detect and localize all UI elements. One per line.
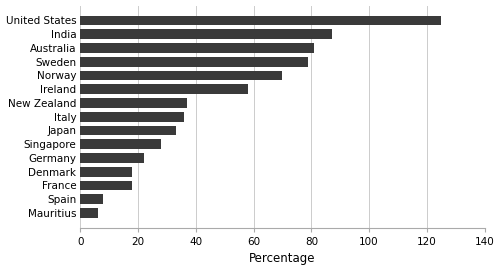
Bar [80,84,248,94]
Bar [80,43,314,53]
Bar [80,139,161,149]
Bar [80,181,132,190]
Bar [80,98,187,108]
Bar [80,71,282,80]
X-axis label: Percentage: Percentage [249,253,316,265]
Bar [80,30,332,39]
Bar [80,194,104,204]
Bar [80,208,98,218]
Bar [80,16,442,25]
Bar [80,57,308,66]
Bar [80,153,144,163]
Bar [80,126,176,135]
Bar [80,167,132,176]
Bar [80,112,184,121]
